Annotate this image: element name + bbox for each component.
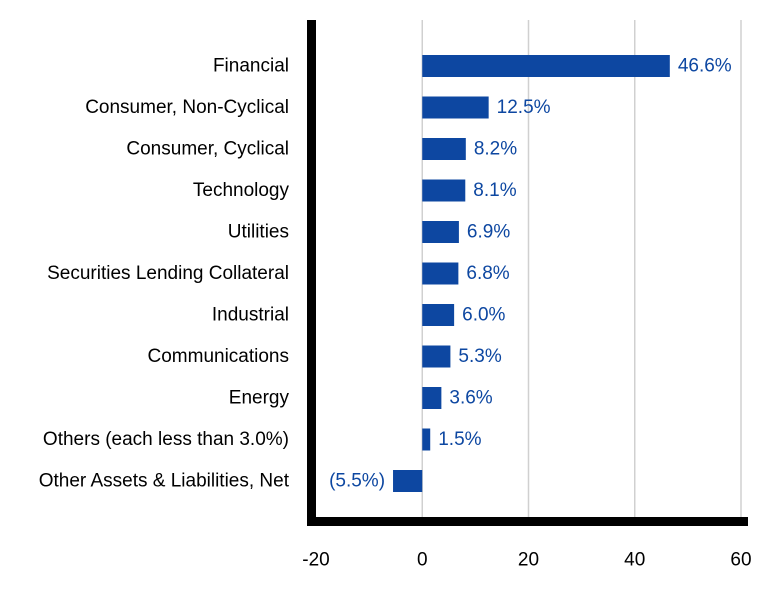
category-label: Utilities xyxy=(228,222,289,243)
x-tick-label: 0 xyxy=(417,550,428,571)
category-label: Securities Lending Collateral xyxy=(47,263,289,284)
value-label: 46.6% xyxy=(678,56,732,77)
category-label: Industrial xyxy=(212,305,289,326)
y-axis-line xyxy=(307,20,316,526)
bar xyxy=(422,262,459,285)
category-label: Communications xyxy=(148,346,290,367)
bar xyxy=(422,387,442,409)
bar xyxy=(422,221,459,243)
category-label: Financial xyxy=(213,56,289,77)
value-label: 6.0% xyxy=(462,305,505,326)
value-label: 3.6% xyxy=(449,388,492,409)
value-label: 1.5% xyxy=(438,429,481,450)
bar xyxy=(422,138,466,160)
x-tick-label: 60 xyxy=(730,550,751,571)
x-axis-line xyxy=(307,517,748,526)
value-label: 6.9% xyxy=(467,222,510,243)
axes xyxy=(307,20,748,526)
category-label: Energy xyxy=(229,388,290,409)
value-label: 6.8% xyxy=(466,263,509,284)
x-tick-label: 40 xyxy=(624,550,645,571)
category-label: Others (each less than 3.0%) xyxy=(43,429,289,450)
x-tick-labels: -20 0 20 40 60 xyxy=(302,550,751,571)
bar xyxy=(422,428,431,451)
value-label: 12.5% xyxy=(497,97,551,118)
value-label: 8.2% xyxy=(474,139,517,160)
x-tick-label: -20 xyxy=(302,550,329,571)
value-label: 8.1% xyxy=(473,180,516,201)
bar xyxy=(422,55,670,77)
value-label: 5.3% xyxy=(458,346,501,367)
x-tick-label: 20 xyxy=(518,550,539,571)
bar xyxy=(422,179,466,202)
bar xyxy=(422,304,455,326)
value-label: (5.5%) xyxy=(329,471,385,492)
category-label: Technology xyxy=(193,180,290,201)
category-label: Other Assets & Liabilities, Net xyxy=(39,471,290,492)
value-labels: 46.6% 12.5% 8.2% 8.1% 6.9% 6.8% 6.0% 5.3% 3.6% 1.… xyxy=(329,56,732,492)
bar xyxy=(393,470,423,492)
bars xyxy=(393,55,670,492)
category-label: Consumer, Cyclical xyxy=(126,139,289,160)
bar xyxy=(422,345,451,368)
category-label: Consumer, Non-Cyclical xyxy=(85,97,289,118)
bar xyxy=(422,96,489,119)
category-labels: Financial Consumer, Non-Cyclical Consumer,… xyxy=(39,56,290,492)
